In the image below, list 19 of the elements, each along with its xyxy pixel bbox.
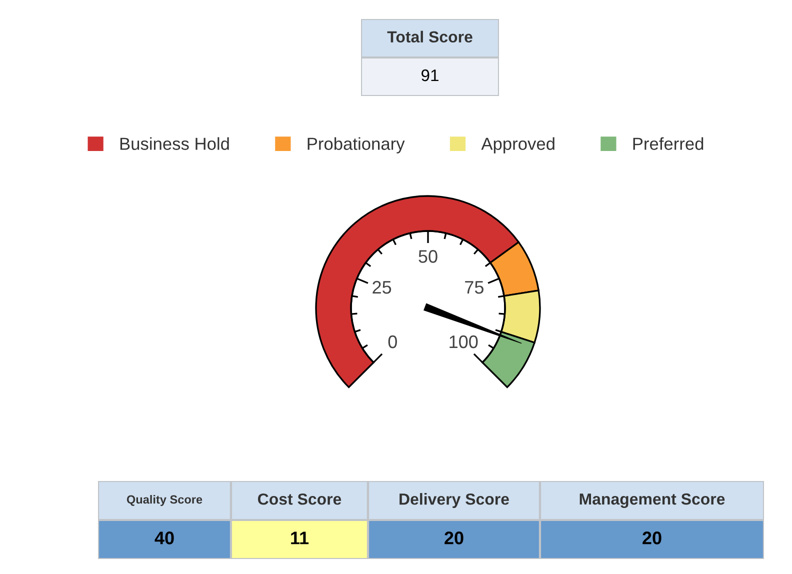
text: 100 (450, 335, 478, 348)
data-label: 40 (154, 532, 174, 544)
text: 75 (465, 281, 484, 294)
category-label: Quality Score (126, 494, 202, 506)
data-label: 20 (642, 532, 662, 544)
legend-label: Probationary (308, 137, 405, 154)
data-label: 91 (422, 69, 438, 82)
text: 0 (388, 335, 397, 348)
legend-label: Approved (481, 137, 554, 154)
category-label: Delivery Score (400, 493, 509, 508)
text: 50 (418, 250, 438, 263)
text: 25 (372, 280, 392, 294)
legend-label: Preferred (633, 137, 704, 150)
category-label: Total Score (387, 30, 472, 43)
data-label: 11 (291, 532, 309, 544)
category-label: Management Score (580, 493, 725, 508)
category-label: Cost Score (258, 493, 342, 505)
legend-label: Business Hold (120, 137, 229, 150)
data-label: 20 (444, 532, 464, 544)
